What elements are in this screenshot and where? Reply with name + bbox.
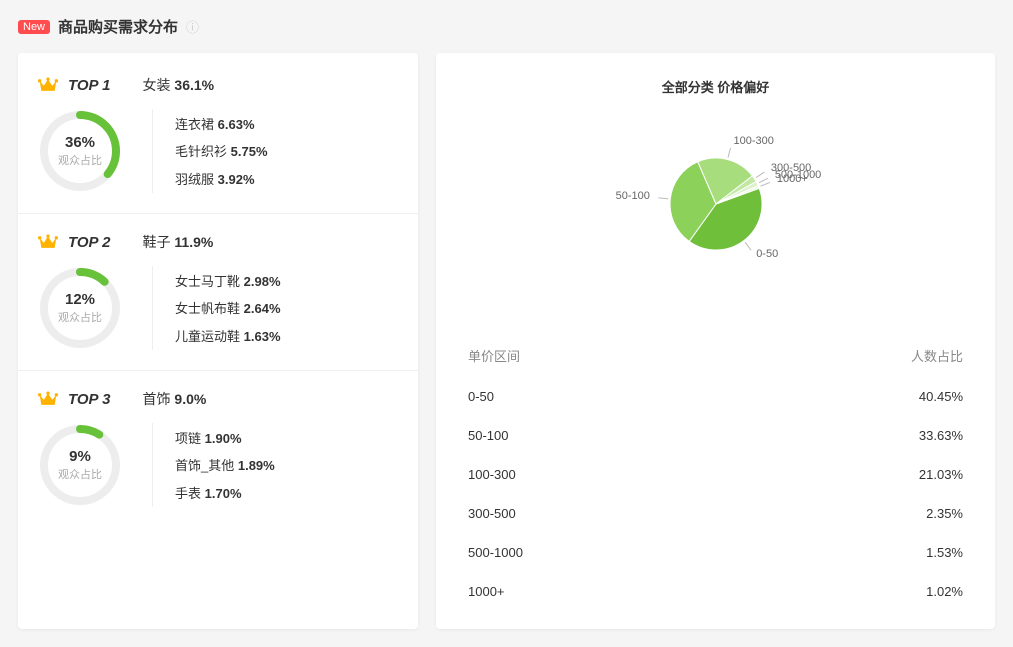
price-table-row: 500-1000 1.53% [464, 533, 967, 572]
rank-header: TOP 1 女装 36.1% [38, 75, 394, 95]
page-title: 商品购买需求分布 [58, 16, 178, 37]
new-badge: New [18, 20, 50, 34]
sub-category-list: 连衣裙 6.63% 毛针织衫 5.75% 羽绒服 3.92% [152, 109, 394, 193]
donut-caption: 观众占比 [58, 309, 102, 325]
sub-category-name: 项链 [175, 431, 201, 446]
rank-body: 9% 观众占比 项链 1.90% 首饰_其他 1.89% 手表 1.70% [38, 423, 394, 507]
category-rank-panel: TOP 1 女装 36.1% 36% 观众占比 [18, 53, 418, 629]
donut-percent: 36% [65, 134, 95, 151]
price-ratio: 21.03% [919, 467, 963, 482]
sub-category-name: 儿童运动鞋 [175, 329, 240, 344]
pie-slice-label: 100-300 [734, 135, 774, 147]
rank-label: TOP 2 [68, 234, 111, 251]
donut-caption: 观众占比 [58, 466, 102, 482]
rank-label: TOP 1 [68, 77, 111, 94]
donut-chart: 36% 观众占比 [38, 109, 126, 193]
col-range: 单价区间 [468, 346, 520, 365]
price-range: 100-300 [468, 467, 516, 482]
rank-label: TOP 3 [68, 391, 111, 408]
sub-category-pct: 3.92% [218, 172, 255, 187]
rank-block: TOP 3 首饰 9.0% 9% 观众占比 [18, 371, 418, 527]
sub-category-pct: 1.89% [238, 458, 275, 473]
price-table-row: 1000+ 1.02% [464, 572, 967, 611]
rank-category: 首饰 9.0% [143, 389, 207, 409]
sub-category-item: 连衣裙 6.63% [175, 111, 394, 138]
sub-category-pct: 2.98% [244, 274, 281, 289]
donut-chart: 12% 观众占比 [38, 266, 126, 350]
rank-body: 12% 观众占比 女士马丁靴 2.98% 女士帆布鞋 2.64% 儿童运动鞋 1… [38, 266, 394, 350]
sub-category-name: 手表 [175, 486, 201, 501]
rank-block: TOP 1 女装 36.1% 36% 观众占比 [18, 57, 418, 214]
price-ratio: 40.45% [919, 389, 963, 404]
price-preference-panel: 全部分类 价格偏好 0-50 50-100 100-300 300-500 500-10… [436, 53, 995, 629]
rank-category: 女装 36.1% [143, 75, 215, 95]
sub-category-item: 羽绒服 3.92% [175, 166, 394, 193]
rank-category: 鞋子 11.9% [143, 232, 214, 252]
rank-header: TOP 2 鞋子 11.9% [38, 232, 394, 252]
page-header: New 商品购买需求分布 ⓘ [0, 0, 1013, 53]
sub-category-pct: 2.64% [244, 301, 281, 316]
sub-category-item: 女士帆布鞋 2.64% [175, 295, 394, 322]
pie-slice-label: 0-50 [756, 248, 778, 260]
pie-chart: 0-5050-100100-300300-500500-10001000+ [464, 104, 967, 304]
sub-category-item: 项链 1.90% [175, 425, 394, 452]
price-range: 0-50 [468, 389, 494, 404]
col-ratio: 人数占比 [911, 346, 963, 365]
pie-svg [616, 104, 816, 304]
sub-category-pct: 1.90% [205, 431, 242, 446]
donut-percent: 12% [65, 291, 95, 308]
sub-category-item: 毛针织衫 5.75% [175, 138, 394, 165]
sub-category-pct: 5.75% [231, 144, 268, 159]
sub-category-list: 女士马丁靴 2.98% 女士帆布鞋 2.64% 儿童运动鞋 1.63% [152, 266, 394, 350]
price-table-row: 300-500 2.35% [464, 494, 967, 533]
sub-category-item: 儿童运动鞋 1.63% [175, 323, 394, 350]
pie-slice-label: 1000+ [777, 173, 808, 185]
price-table-row: 50-100 33.63% [464, 416, 967, 455]
price-range: 50-100 [468, 428, 508, 443]
rank-body: 36% 观众占比 连衣裙 6.63% 毛针织衫 5.75% 羽绒服 3.92% [38, 109, 394, 193]
rank-header: TOP 3 首饰 9.0% [38, 389, 394, 409]
sub-category-name: 毛针织衫 [175, 144, 227, 159]
price-ratio: 1.53% [926, 545, 963, 560]
sub-category-name: 女士帆布鞋 [175, 301, 240, 316]
sub-category-pct: 1.70% [205, 486, 242, 501]
sub-category-item: 首饰_其他 1.89% [175, 452, 394, 479]
sub-category-pct: 6.63% [218, 117, 255, 132]
price-table: 单价区间 人数占比 0-50 40.45% 50-100 33.63% 100-… [464, 334, 967, 611]
donut-caption: 观众占比 [58, 152, 102, 168]
donut-percent: 9% [69, 448, 91, 465]
price-range: 300-500 [468, 506, 516, 521]
price-ratio: 2.35% [926, 506, 963, 521]
sub-category-item: 手表 1.70% [175, 480, 394, 507]
price-ratio: 1.02% [926, 584, 963, 599]
pie-slice-label: 50-100 [616, 190, 650, 202]
rank-block: TOP 2 鞋子 11.9% 12% 观众占比 [18, 214, 418, 371]
sub-category-item: 女士马丁靴 2.98% [175, 268, 394, 295]
sub-category-name: 连衣裙 [175, 117, 214, 132]
price-table-row: 100-300 21.03% [464, 455, 967, 494]
sub-category-pct: 1.63% [244, 329, 281, 344]
price-range: 1000+ [468, 584, 505, 599]
crown-icon [38, 234, 58, 250]
price-table-row: 0-50 40.45% [464, 377, 967, 416]
main-layout: TOP 1 女装 36.1% 36% 观众占比 [0, 53, 1013, 647]
sub-category-name: 首饰_其他 [175, 458, 234, 473]
donut-chart: 9% 观众占比 [38, 423, 126, 507]
sub-category-name: 女士马丁靴 [175, 274, 240, 289]
price-table-header: 单价区间 人数占比 [464, 334, 967, 377]
price-ratio: 33.63% [919, 428, 963, 443]
pie-chart-title: 全部分类 价格偏好 [464, 77, 967, 96]
info-icon[interactable]: ⓘ [186, 17, 199, 36]
crown-icon [38, 391, 58, 407]
price-range: 500-1000 [468, 545, 523, 560]
crown-icon [38, 77, 58, 93]
sub-category-name: 羽绒服 [175, 172, 214, 187]
sub-category-list: 项链 1.90% 首饰_其他 1.89% 手表 1.70% [152, 423, 394, 507]
